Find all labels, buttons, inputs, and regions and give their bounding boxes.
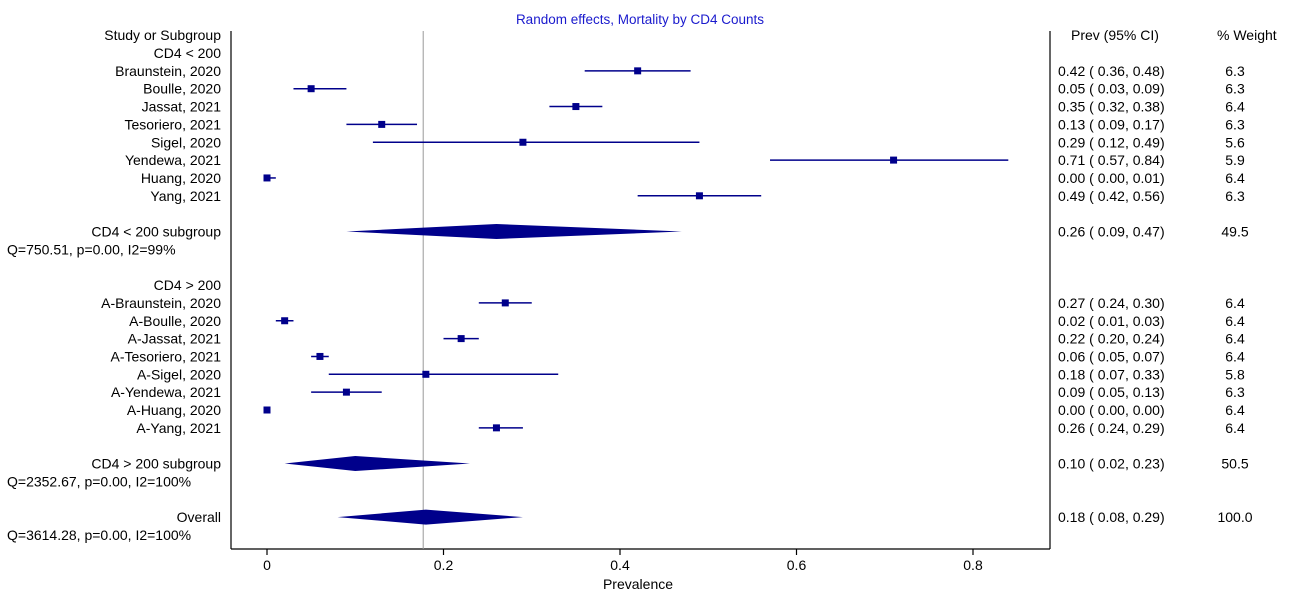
weight-text: 6.4 (1225, 170, 1245, 186)
point-estimate-marker (501, 299, 509, 307)
estimate-ci-text: 0.42 ( 0.36, 0.48) (1058, 63, 1165, 79)
study-label: A-Tesoriero, 2021 (110, 348, 221, 364)
weight-text: 5.8 (1225, 366, 1245, 382)
x-tick-label: 0.8 (963, 557, 983, 573)
summary-diamond (346, 224, 682, 239)
weight-text: 6.3 (1225, 384, 1245, 400)
summary-diamond (337, 509, 523, 525)
forest-rows: CD4 < 200 Braunstein, 2020 0.42 ( 0.36, 0.… (7, 45, 1253, 543)
study-label: Yang, 2021 (150, 188, 221, 204)
summary-diamond (284, 456, 470, 472)
weight-text: 6.3 (1225, 116, 1245, 132)
estimate-ci-text: 0.09 ( 0.05, 0.13) (1058, 384, 1165, 400)
weight-text: 6.4 (1225, 331, 1245, 347)
estimate-ci-text: 0.26 ( 0.09, 0.47) (1058, 224, 1165, 240)
weight-text: 6.4 (1225, 99, 1245, 115)
weight-text: 50.5 (1221, 456, 1248, 472)
heterogeneity-stat: Q=2352.67, p=0.00, I2=100% (7, 473, 191, 489)
estimate-ci-text: 0.10 ( 0.02, 0.23) (1058, 456, 1165, 472)
study-label: Yendewa, 2021 (125, 152, 221, 168)
study-label: Huang, 2020 (141, 170, 221, 186)
weight-text: 5.9 (1225, 152, 1245, 168)
study-label: A-Boulle, 2020 (129, 313, 221, 329)
group-label: CD4 > 200 (154, 277, 222, 293)
study-label: Sigel, 2020 (151, 134, 221, 150)
study-label: A-Sigel, 2020 (137, 366, 221, 382)
weight-text: 5.6 (1225, 134, 1245, 150)
point-estimate-marker (572, 103, 580, 111)
weight-text: 6.4 (1225, 402, 1245, 418)
estimate-ci-text: 0.35 ( 0.32, 0.38) (1058, 99, 1165, 115)
summary-label: CD4 > 200 subgroup (91, 456, 221, 472)
point-estimate-marker (890, 156, 898, 164)
study-label: Jassat, 2021 (142, 99, 222, 115)
summary-label: CD4 < 200 subgroup (91, 224, 221, 240)
x-tick-label: 0.4 (610, 557, 630, 573)
x-axis-label: Prevalence (603, 576, 673, 591)
estimate-ci-text: 0.06 ( 0.05, 0.07) (1058, 348, 1165, 364)
point-estimate-marker (519, 138, 527, 146)
weight-text: 49.5 (1221, 224, 1248, 240)
estimate-ci-text: 0.49 ( 0.42, 0.56) (1058, 188, 1165, 204)
study-label: Tesoriero, 2021 (124, 116, 221, 132)
estimate-ci-text: 0.27 ( 0.24, 0.30) (1058, 295, 1165, 311)
column-header-weight: % Weight (1217, 27, 1277, 43)
estimate-ci-text: 0.71 ( 0.57, 0.84) (1058, 152, 1165, 168)
column-header-study: Study or Subgroup (104, 27, 221, 43)
weight-text: 6.3 (1225, 188, 1245, 204)
chart-title: Random effects, Mortality by CD4 Counts (516, 12, 764, 27)
column-header-estimate: Prev (95% CI) (1071, 27, 1159, 43)
x-tick-label: 0.6 (787, 557, 807, 573)
point-estimate-marker (263, 406, 271, 414)
point-estimate-marker (342, 388, 350, 396)
estimate-ci-text: 0.13 ( 0.09, 0.17) (1058, 116, 1165, 132)
point-estimate-marker (316, 352, 324, 360)
weight-text: 6.4 (1225, 313, 1245, 329)
weight-text: 6.4 (1225, 295, 1245, 311)
weight-text: 6.4 (1225, 420, 1245, 436)
point-estimate-marker (634, 67, 642, 75)
estimate-ci-text: 0.22 ( 0.20, 0.24) (1058, 331, 1165, 347)
estimate-ci-text: 0.26 ( 0.24, 0.29) (1058, 420, 1165, 436)
point-estimate-marker (307, 85, 315, 93)
study-label: Boulle, 2020 (143, 81, 221, 97)
weight-text: 6.4 (1225, 348, 1245, 364)
estimate-ci-text: 0.00 ( 0.00, 0.01) (1058, 170, 1165, 186)
summary-label: Overall (177, 509, 221, 525)
point-estimate-marker (492, 424, 500, 432)
point-estimate-marker (281, 317, 289, 325)
point-estimate-marker (378, 120, 386, 128)
group-label: CD4 < 200 (154, 45, 222, 61)
weight-text: 6.3 (1225, 63, 1245, 79)
study-label: A-Huang, 2020 (127, 402, 221, 418)
x-tick-label: 0 (263, 557, 271, 573)
study-label: A-Jassat, 2021 (128, 331, 222, 347)
point-estimate-marker (457, 335, 465, 343)
study-label: A-Yendewa, 2021 (111, 384, 221, 400)
x-axis-ticks: 0 0.2 0.4 0.6 0.8 (263, 549, 983, 573)
estimate-ci-text: 0.05 ( 0.03, 0.09) (1058, 81, 1165, 97)
heterogeneity-stat: Q=3614.28, p=0.00, I2=100% (7, 527, 191, 543)
point-estimate-marker (263, 174, 271, 182)
weight-text: 100.0 (1217, 509, 1252, 525)
weight-text: 6.3 (1225, 81, 1245, 97)
study-label: A-Yang, 2021 (136, 420, 221, 436)
study-label: A-Braunstein, 2020 (101, 295, 221, 311)
estimate-ci-text: 0.18 ( 0.07, 0.33) (1058, 366, 1165, 382)
study-label: Braunstein, 2020 (115, 63, 221, 79)
heterogeneity-stat: Q=750.51, p=0.00, I2=99% (7, 241, 176, 257)
point-estimate-marker (695, 192, 703, 200)
estimate-ci-text: 0.18 ( 0.08, 0.29) (1058, 509, 1165, 525)
estimate-ci-text: 0.29 ( 0.12, 0.49) (1058, 134, 1165, 150)
x-tick-label: 0.2 (434, 557, 454, 573)
estimate-ci-text: 0.00 ( 0.00, 0.00) (1058, 402, 1165, 418)
point-estimate-marker (422, 370, 430, 378)
estimate-ci-text: 0.02 ( 0.01, 0.03) (1058, 313, 1165, 329)
